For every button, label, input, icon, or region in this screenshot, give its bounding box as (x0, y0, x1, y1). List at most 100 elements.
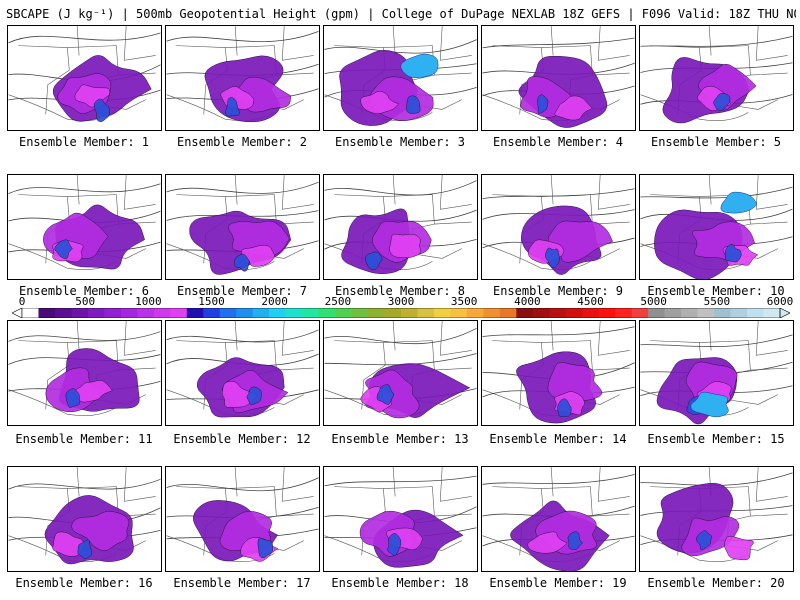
cape-area (360, 91, 399, 114)
ensemble-panel (639, 320, 794, 426)
map-line (410, 221, 472, 259)
map-line (76, 467, 156, 502)
colorbar-swatch (236, 308, 253, 318)
panel-label: Ensemble Member: 15 (647, 432, 785, 446)
panel-label: Ensemble Member: 4 (492, 135, 624, 149)
panel-label: Ensemble Member: 7 (176, 284, 308, 298)
colorbar-swatch (664, 308, 682, 318)
height-contour (166, 31, 319, 43)
height-contour (8, 32, 161, 44)
map-line (8, 389, 117, 416)
colorbar-swatch (252, 308, 270, 318)
panel-label: Ensemble Member: 9 (492, 284, 624, 298)
height-contour (482, 474, 635, 485)
cape-area (225, 97, 240, 117)
colorbar-swatch (565, 308, 583, 318)
cape-area (376, 384, 395, 405)
colorbar-outline (21, 308, 781, 318)
map-line (392, 26, 472, 61)
panel-label: Ensemble Member: 3 (334, 135, 466, 149)
colorbar-swatch (71, 308, 89, 318)
map-line (550, 175, 630, 210)
cape-high-area (690, 391, 729, 418)
panel-label: Ensemble Member: 20 (647, 576, 785, 590)
cape-area (246, 386, 262, 405)
height-contour (482, 37, 635, 49)
ensemble-panel (323, 320, 478, 426)
colorbar-swatch (22, 308, 39, 318)
colorbar-swatch (466, 308, 484, 318)
colorbar-tick-label: 2000 (261, 295, 288, 308)
colorbar-swatch (714, 308, 731, 318)
height-contour (324, 180, 477, 196)
ensemble-panel (165, 174, 320, 280)
colorbar-swatch (615, 308, 632, 318)
colorbar-tick-label: 6000 (766, 295, 794, 308)
cape-area (547, 362, 603, 401)
cape-area (365, 251, 383, 270)
ensemble-panel (323, 466, 478, 572)
map-line (18, 45, 70, 115)
cape-area (234, 253, 250, 272)
chart-title: SBCAPE (J kg⁻¹) | 500mb Geopotential Hei… (6, 7, 796, 21)
cape-area (557, 398, 572, 418)
colorbar-swatch (302, 308, 319, 318)
colorbar-tick-label: 1000 (135, 295, 162, 308)
colorbar-swatch (186, 308, 204, 318)
panel-label: Ensemble Member: 16 (15, 576, 153, 590)
map-line (234, 467, 314, 502)
cape-area (545, 247, 560, 269)
panel-label: Ensemble Member: 1 (18, 135, 150, 149)
ensemble-panel (165, 320, 320, 426)
colorbar-swatch (170, 308, 188, 318)
ensemble-panel (323, 25, 478, 131)
colorbar-swatch (747, 308, 764, 318)
colorbar-swatch (697, 308, 715, 318)
colorbar-swatch (351, 308, 369, 318)
colorbar-swatch (433, 308, 451, 318)
map-line (726, 367, 788, 405)
map-line (234, 321, 314, 356)
colorbar-swatch (730, 308, 748, 318)
height-contour (482, 326, 635, 337)
colorbar-swatch (532, 308, 550, 318)
colorbar-swatch (516, 308, 534, 318)
height-contour (640, 334, 793, 348)
panel-label: Ensemble Member: 17 (173, 576, 311, 590)
colorbar-swatch (54, 308, 72, 318)
panel-label: Ensemble Member: 14 (489, 432, 627, 446)
colorbar-tick-label: 500 (75, 295, 96, 308)
map-line (392, 175, 472, 210)
map-line (76, 321, 156, 356)
ensemble-panel (7, 466, 162, 572)
colorbar (12, 308, 790, 318)
colorbar-swatch (450, 308, 468, 318)
cape-area (724, 243, 742, 263)
ensemble-panel (7, 174, 162, 280)
colorbar-swatch (598, 308, 616, 318)
cape-area (65, 388, 81, 408)
colorbar-swatch (137, 308, 155, 318)
colorbar-swatch (483, 308, 501, 318)
height-contour (166, 477, 319, 492)
colorbar-swatch (499, 308, 517, 318)
colorbar-tick-label: 5500 (703, 295, 731, 308)
colorbar-tick-label: 2500 (324, 295, 352, 308)
cape-area (228, 220, 290, 257)
cape-area (537, 94, 549, 114)
map-line (550, 467, 630, 502)
colorbar-swatch (203, 308, 221, 318)
panel-label: Ensemble Member: 8 (334, 284, 466, 298)
map-line (234, 26, 314, 61)
height-contour (324, 353, 477, 366)
colorbar-swatch (285, 308, 303, 318)
ensemble-panel (481, 466, 636, 572)
colorbar-swatch (87, 308, 105, 318)
panel-label: Ensemble Member: 18 (331, 576, 469, 590)
colorbar-arrow-left (12, 308, 23, 318)
colorbar-tick-label: 0 (18, 295, 26, 308)
colorbar-swatch (104, 308, 122, 318)
map-line (708, 175, 788, 210)
panel-label: Ensemble Member: 13 (331, 432, 469, 446)
cape-area (527, 531, 568, 554)
